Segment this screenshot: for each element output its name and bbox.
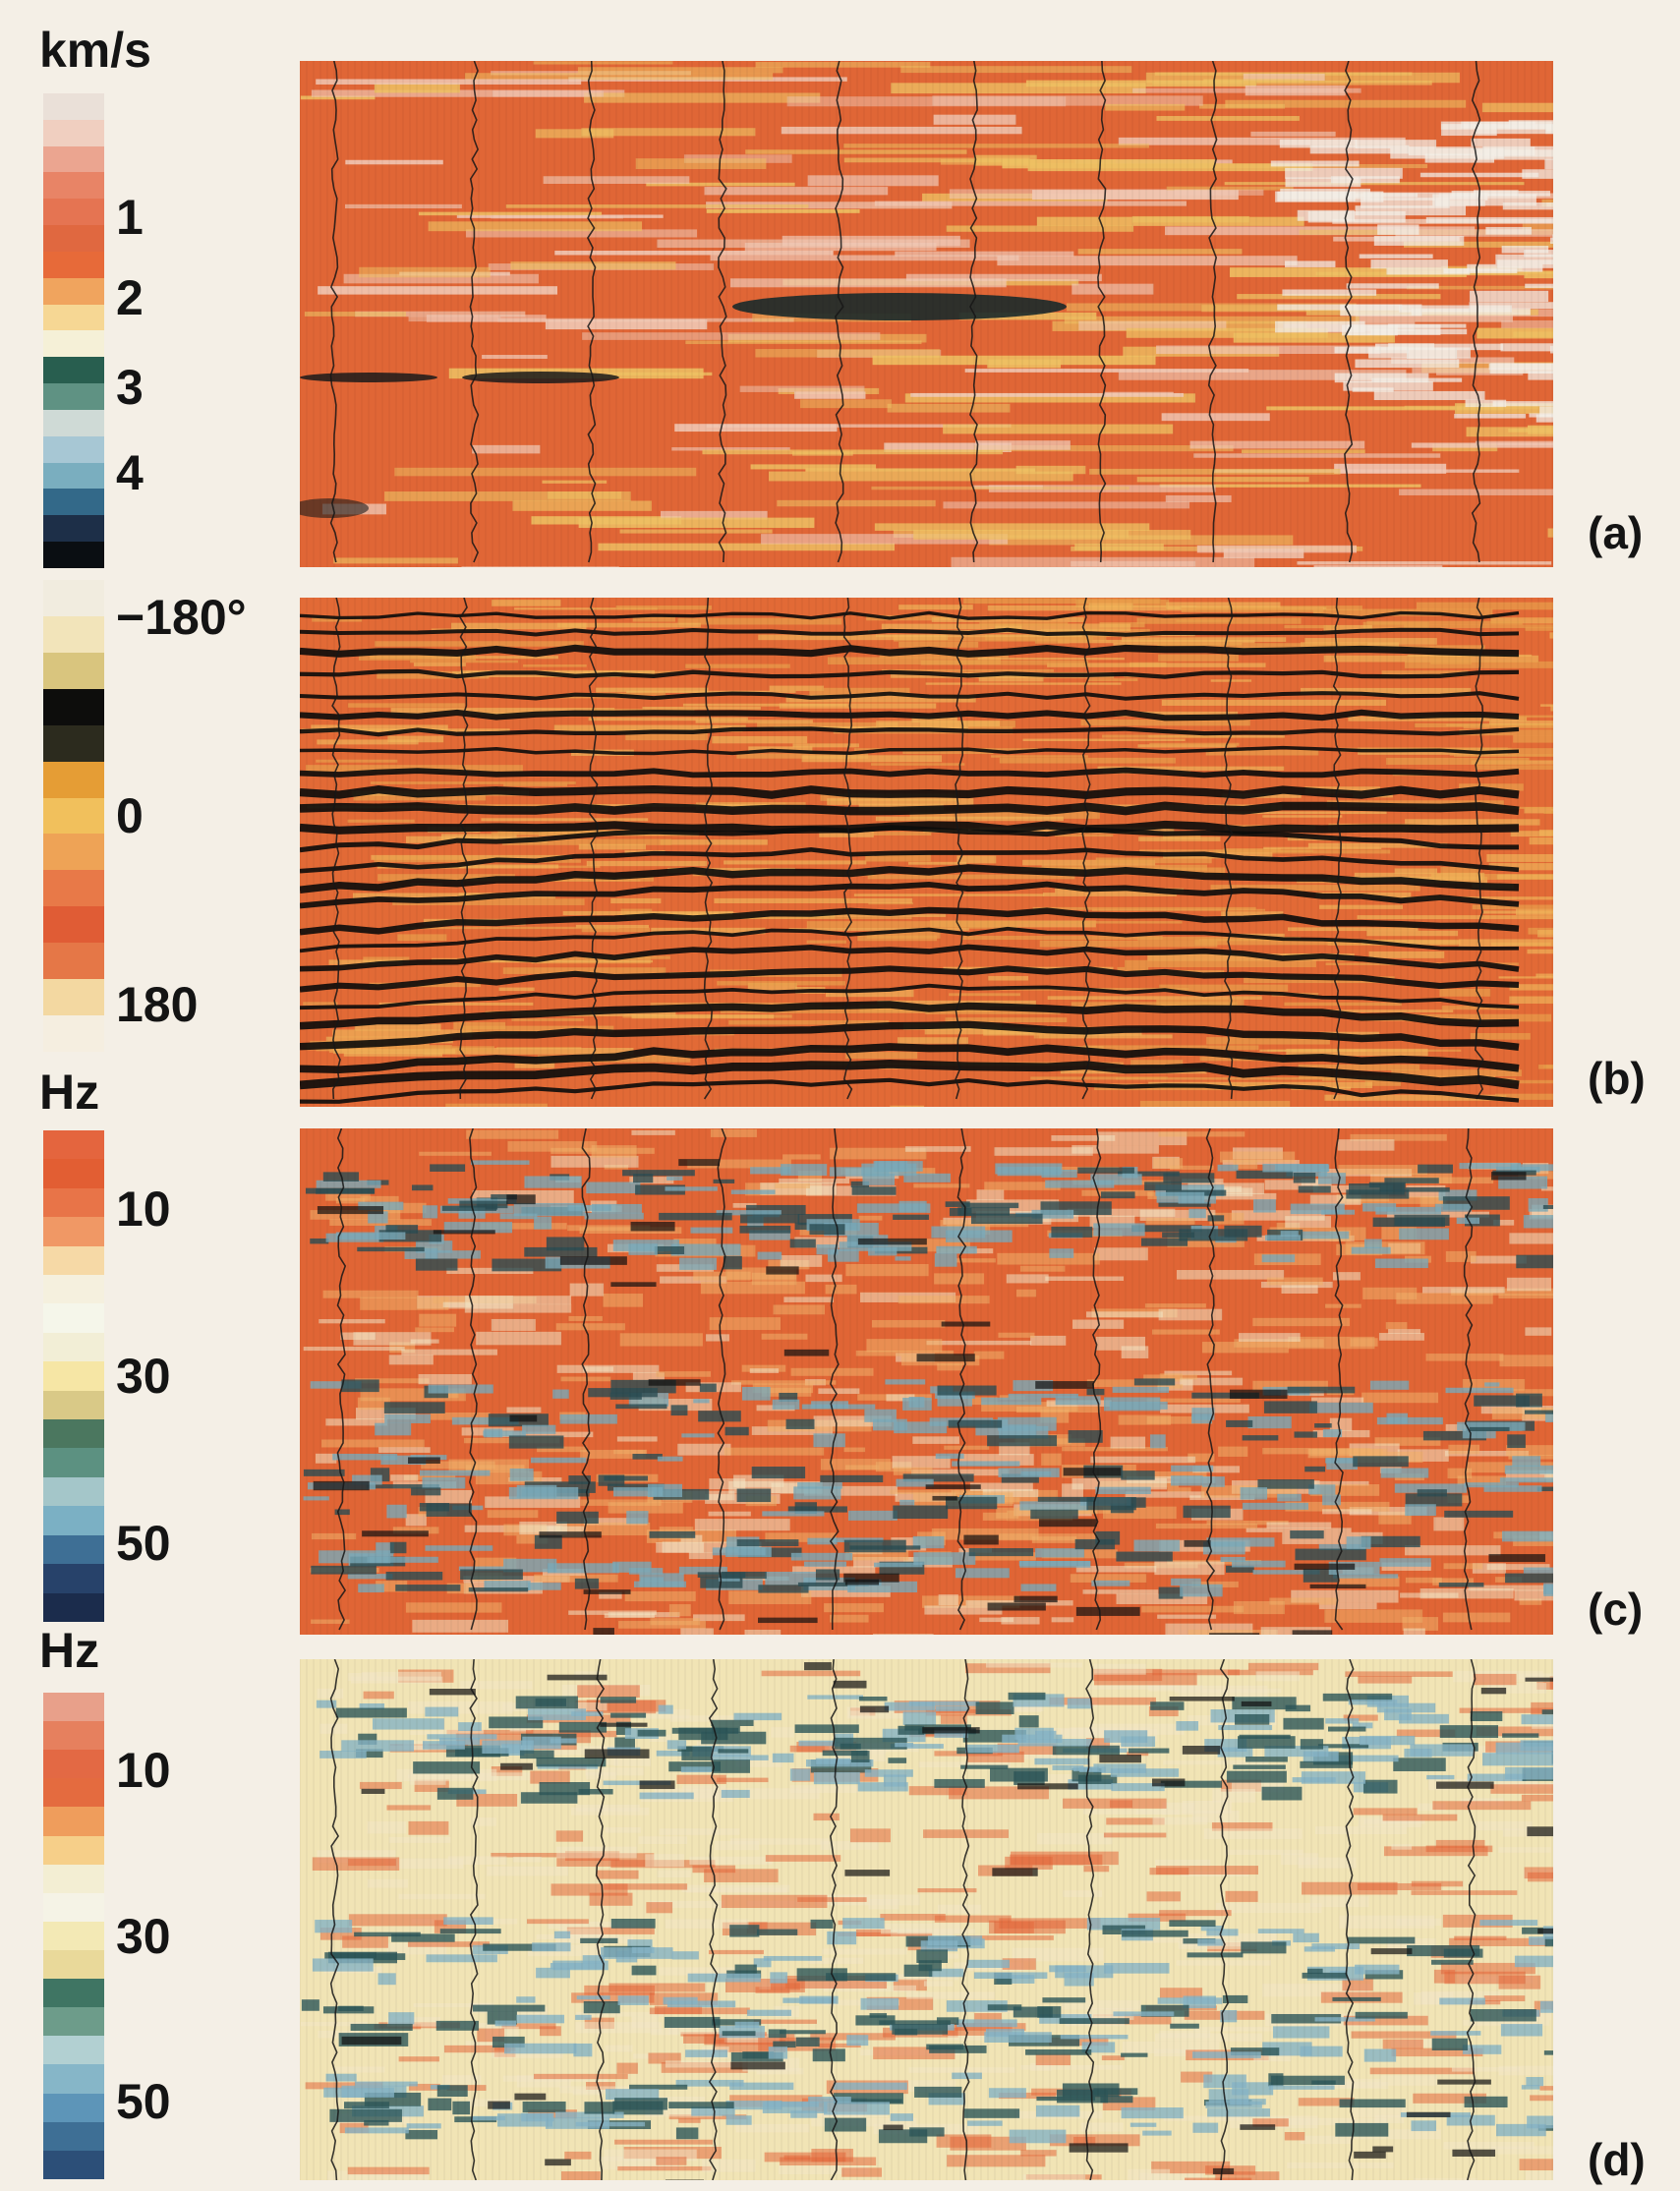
colorbar-swatch [43,906,104,944]
colorbar-swatch [43,2007,104,2037]
colorbar-swatch [43,119,104,146]
colorbar-swatch [43,462,104,490]
colorbar-tick-label: 10 [116,1182,171,1237]
panel-label-d: (d) [1588,2134,1646,2185]
colorbar-swatch [43,688,104,725]
seismic-panel-a [300,61,1553,567]
colorbar-swatch [43,652,104,689]
colorbar-swatch [43,93,104,120]
colorbar-swatch [43,979,104,1016]
colorbar-velocity [43,93,104,568]
colorbar-frequency-c [43,1130,104,1622]
colorbar-swatch [43,1892,104,1922]
colorbar-swatch [43,797,104,835]
colorbar-swatch [43,1693,104,1722]
colorbar-tick-label: 50 [116,2073,171,2129]
colorbar-swatch [43,277,104,305]
colorbar-swatch [43,1534,104,1565]
colorbar-swatch [43,1921,104,1950]
colorbar-swatch [43,870,104,907]
colorbar-swatch [43,1448,104,1477]
colorbar-swatch [43,1979,104,2008]
colorbar-swatch [43,1015,104,1052]
seismic-panel-d [300,1659,1553,2180]
colorbar-swatch [43,2093,104,2122]
seismic-panel-b [300,598,1553,1107]
colorbar-swatch [43,2121,104,2151]
colorbar-swatch [43,357,104,384]
colorbar-tick-label: 30 [116,1349,171,1404]
colorbar-frequency-d [43,1693,104,2179]
colorbar-swatch [43,1949,104,1980]
colorbar-tick-label: 50 [116,1516,171,1571]
colorbar-swatch [43,225,104,252]
colorbar-swatch [43,1130,104,1160]
colorbar-swatch [43,1245,104,1276]
colorbar-swatch [43,542,104,568]
colorbar-swatch [43,1419,104,1449]
colorbar-swatch [43,580,104,616]
colorbar-swatch [43,2150,104,2179]
colorbar-swatch [43,2036,104,2065]
colorbar-swatch [43,761,104,798]
colorbar-swatch [43,1864,104,1893]
colorbar-swatch [43,330,104,358]
colorbar-swatch [43,515,104,543]
colorbar-phase [43,580,104,1052]
colorbar-swatch [43,1564,104,1593]
colorbar-swatch [43,1835,104,1865]
colorbar-swatch [43,2064,104,2094]
panel-label-a: (a) [1588,507,1644,558]
colorbar-velocity-unit: km/s [39,23,151,78]
colorbar-swatch [43,834,104,871]
seismic-section [300,1659,1553,2180]
colorbar-swatch [43,1303,104,1333]
colorbar-swatch [43,1159,104,1188]
colorbar-swatch [43,1275,104,1304]
colorbar-swatch [43,1217,104,1246]
colorbar-swatch [43,724,104,762]
colorbar-swatch [43,409,104,436]
seismic-section [300,598,1553,1107]
colorbar-swatch [43,615,104,653]
colorbar-swatch [43,1778,104,1808]
colorbar-swatch [43,1361,104,1391]
panel-label-b: (b) [1588,1053,1646,1104]
colorbar-swatch [43,1187,104,1218]
colorbar-swatch [43,199,104,226]
colorbar-tick-label: 4 [116,445,144,501]
colorbar-tick-label: 1 [116,189,144,245]
colorbar-swatch [43,1506,104,1535]
colorbar-swatch [43,251,104,278]
panel-label-c: (c) [1588,1584,1644,1635]
colorbar-swatch [43,1721,104,1751]
colorbar-swatch [43,145,104,173]
colorbar-swatch [43,435,104,463]
colorbar-swatch [43,1750,104,1779]
colorbar-tick-label: 180 [116,977,199,1032]
colorbar-swatch [43,1592,104,1622]
colorbar-tick-label: −180° [116,590,247,646]
colorbar-tick-label: 10 [116,1743,171,1799]
colorbar-tick-label: 30 [116,1908,171,1964]
colorbar-frequency-c-unit: Hz [39,1065,100,1120]
colorbar-swatch [43,172,104,200]
colorbar-swatch [43,1390,104,1420]
seismic-section [300,61,1553,567]
seismic-section [300,1128,1553,1635]
colorbar-swatch [43,1807,104,1836]
colorbar-swatch [43,943,104,980]
colorbar-swatch [43,1332,104,1362]
seismic-panel-c [300,1128,1553,1635]
colorbar-tick-label: 3 [116,360,144,416]
colorbar-tick-label: 2 [116,269,144,325]
colorbar-swatch [43,304,104,331]
colorbar-frequency-d-unit: Hz [39,1623,100,1678]
colorbar-swatch [43,1476,104,1507]
colorbar-swatch [43,383,104,410]
colorbar-swatch [43,489,104,516]
colorbar-tick-label: 0 [116,788,144,843]
